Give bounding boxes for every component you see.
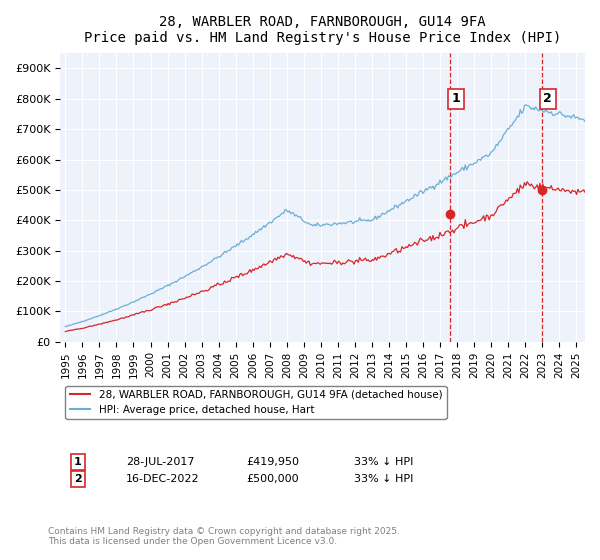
Text: 33% ↓ HPI: 33% ↓ HPI [354,474,413,484]
Text: £419,950: £419,950 [246,457,299,467]
Legend: 28, WARBLER ROAD, FARNBOROUGH, GU14 9FA (detached house), HPI: Average price, de: 28, WARBLER ROAD, FARNBOROUGH, GU14 9FA … [65,386,446,419]
Text: 16-DEC-2022: 16-DEC-2022 [126,474,200,484]
Text: 2: 2 [74,474,82,484]
Text: 33% ↓ HPI: 33% ↓ HPI [354,457,413,467]
Title: 28, WARBLER ROAD, FARNBOROUGH, GU14 9FA
Price paid vs. HM Land Registry's House : 28, WARBLER ROAD, FARNBOROUGH, GU14 9FA … [84,15,561,45]
Text: 28-JUL-2017: 28-JUL-2017 [126,457,194,467]
Text: 1: 1 [74,457,82,467]
Text: Contains HM Land Registry data © Crown copyright and database right 2025.
This d: Contains HM Land Registry data © Crown c… [48,526,400,546]
Text: £500,000: £500,000 [246,474,299,484]
Text: 2: 2 [544,92,552,105]
Text: 1: 1 [452,92,460,105]
